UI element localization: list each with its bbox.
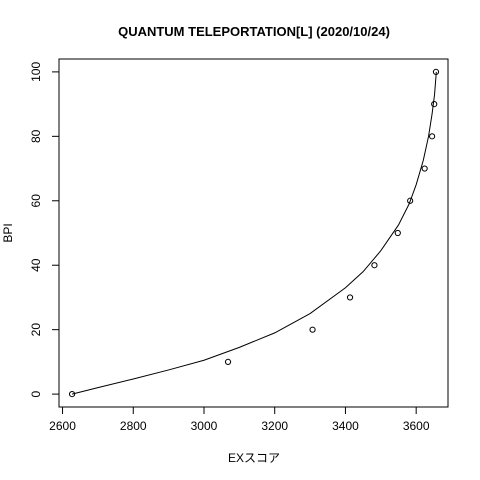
plot-area-frame xyxy=(58,58,449,408)
x-tick-label: 3600 xyxy=(403,419,430,433)
data-point xyxy=(346,294,354,301)
y-tick-label: 40 xyxy=(29,258,43,272)
y-tick-label: 60 xyxy=(29,194,43,208)
data-point xyxy=(309,326,316,333)
x-tick-label: 3200 xyxy=(261,419,288,433)
data-point xyxy=(224,358,232,365)
x-axis: 2600 2800 3000 3200 3400 3600 xyxy=(49,406,430,433)
data-point xyxy=(394,229,401,237)
data-point xyxy=(421,165,428,172)
x-axis-label: EXスコア xyxy=(228,451,280,465)
y-axis-label: BPI xyxy=(1,223,15,242)
x-tick-label: 2600 xyxy=(49,419,76,433)
y-tick-label: 100 xyxy=(29,62,43,82)
x-tick-label: 3400 xyxy=(332,419,359,433)
data-point xyxy=(432,68,440,75)
data-point xyxy=(371,262,378,269)
data-point xyxy=(68,391,76,398)
y-tick-label: 0 xyxy=(29,390,43,397)
y-axis: 0 20 40 60 80 100 xyxy=(29,62,60,397)
data-point xyxy=(407,197,414,204)
data-point xyxy=(428,133,436,140)
x-tick-label: 3000 xyxy=(191,419,218,433)
data-point xyxy=(431,101,438,108)
y-tick-label: 80 xyxy=(29,129,43,143)
y-tick-label: 20 xyxy=(29,323,43,337)
data-points xyxy=(68,68,440,398)
x-tick-label: 2800 xyxy=(120,419,147,433)
chart-title: QUANTUM TELEPORTATION[L] (2020/10/24) xyxy=(118,24,390,39)
fit-curve xyxy=(71,71,437,395)
